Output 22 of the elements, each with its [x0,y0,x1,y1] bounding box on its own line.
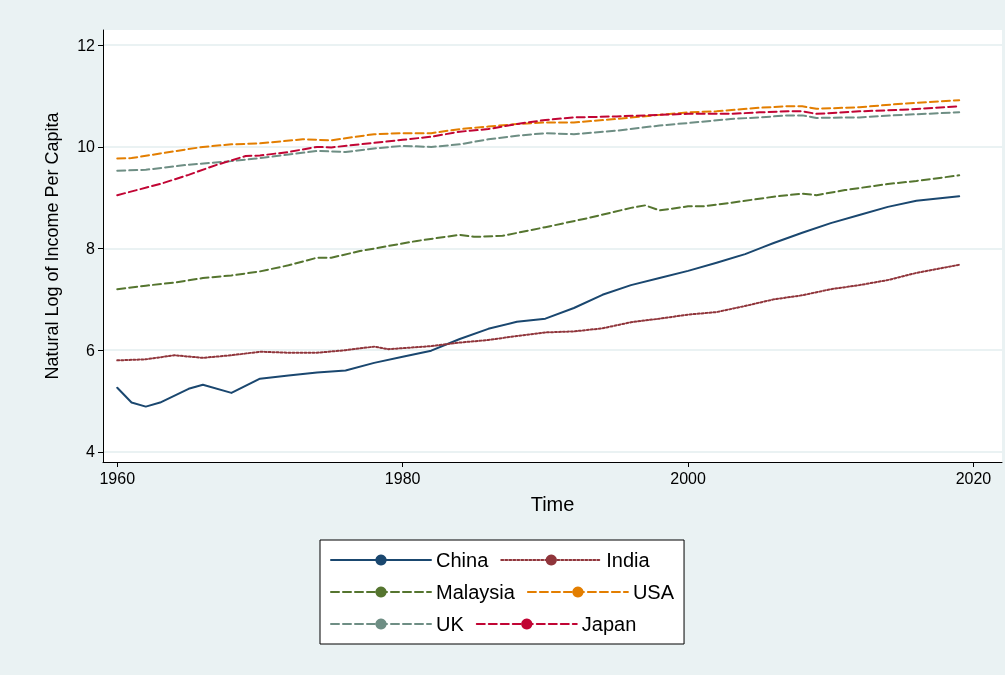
line-series [116,99,961,160]
x-tick-label: 2020 [955,469,992,487]
legend-label: India [606,549,651,571]
legend-label: China [436,549,490,571]
x-tick-label: 1980 [384,469,421,487]
y-tick-label: 12 [77,36,96,54]
legend-label: UK [436,613,465,635]
line-series [116,195,961,408]
legend-label: Japan [581,613,637,635]
y-tick-label: 10 [77,138,96,156]
legend-label: Malaysia [436,581,516,603]
line-series [116,263,961,362]
x-tick-label: 2000 [670,469,706,487]
line-series [116,111,961,172]
x-tick-label: 1960 [99,469,136,487]
legend-label: USA [632,581,675,603]
y-axis-title: Natural Log of Income Per Capita [42,111,62,380]
line-series [116,174,961,291]
y-tick-label: 6 [86,341,96,359]
x-axis-title: Time [530,493,575,515]
y-tick-label: 8 [86,240,96,258]
y-tick-label: 4 [86,443,96,461]
